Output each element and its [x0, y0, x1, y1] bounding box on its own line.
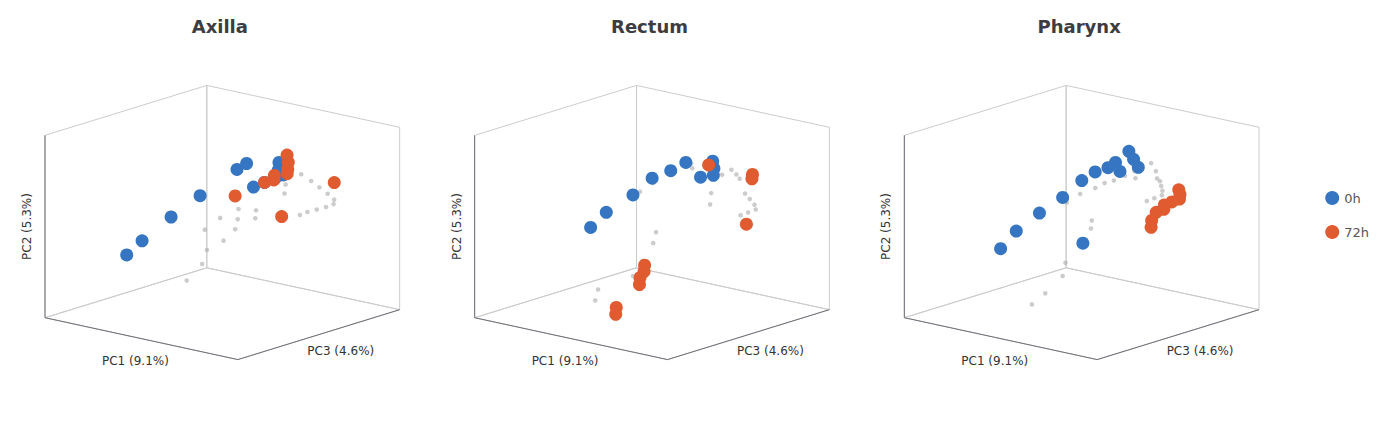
svg-text:PC3 (4.6%): PC3 (4.6%) [737, 344, 804, 358]
svg-text:PC1 (9.1%): PC1 (9.1%) [961, 354, 1028, 368]
svg-text:PC2 (5.3%): PC2 (5.3%) [450, 193, 464, 260]
svg-text:PC3 (4.6%): PC3 (4.6%) [307, 344, 374, 358]
svg-text:Pharynx: Pharynx [1038, 16, 1122, 37]
svg-text:PC3 (4.6%): PC3 (4.6%) [1167, 344, 1234, 358]
svg-text:0h: 0h [1344, 191, 1361, 206]
svg-text:PC2 (5.3%): PC2 (5.3%) [20, 193, 34, 260]
svg-text:PC2 (5.3%): PC2 (5.3%) [879, 193, 893, 260]
svg-text:72h: 72h [1344, 225, 1369, 240]
svg-text:Rectum: Rectum [611, 16, 688, 37]
svg-text:PC1 (9.1%): PC1 (9.1%) [102, 354, 169, 368]
svg-text:Axilla: Axilla [192, 16, 248, 37]
svg-text:PC1 (9.1%): PC1 (9.1%) [532, 354, 599, 368]
